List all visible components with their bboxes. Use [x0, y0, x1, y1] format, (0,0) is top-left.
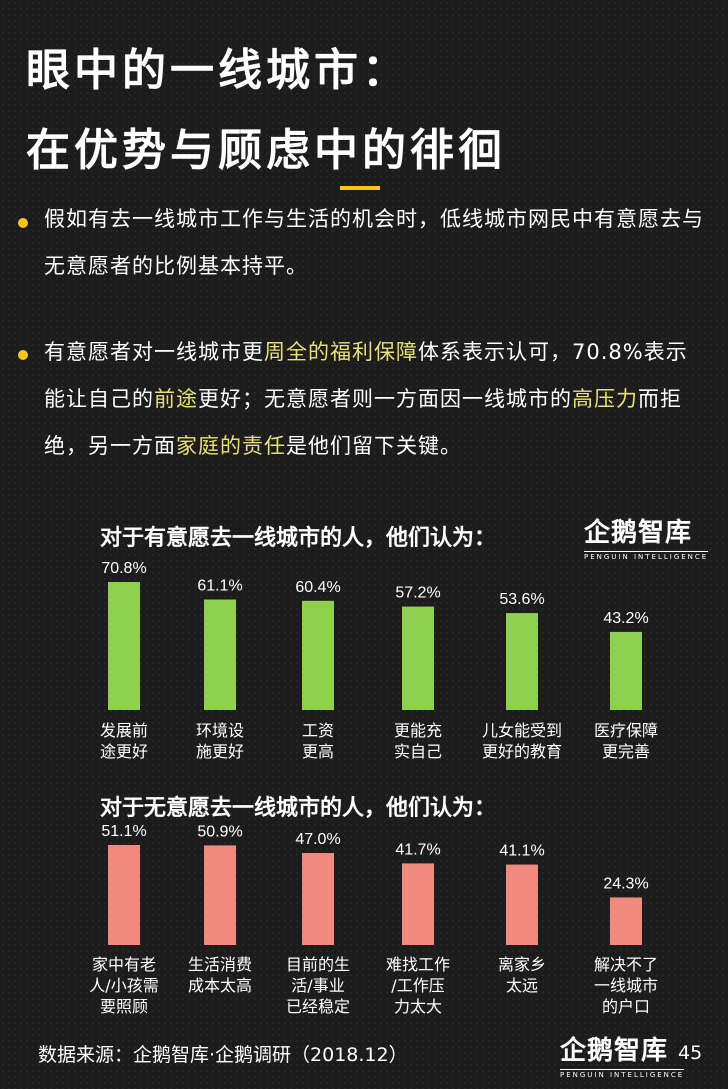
bar-value-label: 60.4%	[295, 579, 340, 596]
highlight-text: 家庭的责任	[176, 434, 286, 458]
bar	[204, 845, 236, 945]
bullet-dot	[18, 218, 28, 228]
highlight-text: 高压力	[572, 387, 638, 411]
bar	[108, 845, 140, 945]
text-segment: 更好；无意愿者则一方面因一线城市的	[198, 387, 572, 411]
page-title: 眼中的一线城市：	[26, 45, 410, 96]
bullet-dot	[18, 350, 28, 360]
category-label: 儿女能受到更好的教育	[482, 721, 562, 761]
bar	[506, 864, 538, 945]
logo: 企鹅智库 PENGUIN INTELLIGENCE	[584, 512, 709, 561]
highlight-text: 前途	[154, 387, 198, 411]
chart-title-willing: 对于有意愿去一线城市的人，他们认为：	[100, 526, 497, 551]
category-label: 家中有老人/小孩需要照顾	[89, 955, 158, 1016]
bar-value-label: 43.2%	[603, 610, 648, 627]
bar-value-label: 41.1%	[499, 843, 544, 860]
logo-sub: PENGUIN INTELLIGENCE	[584, 551, 709, 561]
text-segment: 有意愿者对一线城市更	[44, 340, 264, 364]
text-segment: 假如有去一线城市工作与生活的机会时，低线城市网民中有意愿去与无意愿者的比例基本持…	[44, 207, 704, 278]
bullet-text-2: 有意愿者对一线城市更周全的福利保障体系表示认可，70.8%表示能让自己的前途更好…	[44, 329, 704, 470]
bar	[302, 600, 334, 710]
category-label: 目前的生活/事业已经稳定	[286, 955, 350, 1016]
page-number: 45	[678, 1042, 703, 1064]
text-segment: 而拒绝，另一方面	[44, 387, 682, 458]
bar	[610, 631, 642, 710]
bar	[402, 863, 434, 945]
category-label: 难找工作/工作压力太大	[386, 955, 450, 1016]
bar	[204, 599, 236, 710]
data-source: 数据来源：企鹅智库·企鹅调研（2018.12）	[38, 1044, 408, 1066]
bar-value-label: 53.6%	[499, 591, 544, 608]
bar	[108, 582, 140, 710]
bar-value-label: 24.3%	[603, 875, 648, 892]
text-segment: 是他们留下关键。	[286, 434, 462, 458]
title-underline	[340, 186, 380, 190]
bar	[610, 897, 642, 945]
bar	[402, 606, 434, 710]
category-label: 环境设施更好	[196, 721, 244, 761]
footer-logo-name: 企鹅智库	[560, 1036, 669, 1066]
category-label: 工资更高	[302, 721, 334, 761]
bar-value-label: 47.0%	[295, 831, 340, 848]
bar-value-label: 50.9%	[197, 823, 242, 840]
category-label: 更能充实自己	[394, 721, 442, 761]
chart-title-unwilling: 对于无意愿去一线城市的人，他们认为：	[100, 796, 497, 821]
footer-logo: 企鹅智库 PENGUIN INTELLIGENCE	[560, 1030, 685, 1079]
category-label: 离家乡太远	[498, 955, 546, 995]
bar-value-label: 51.1%	[101, 823, 146, 840]
bullet-text-1: 假如有去一线城市工作与生活的机会时，低线城市网民中有意愿去与无意愿者的比例基本持…	[44, 196, 704, 290]
highlight-text: 周全的福利保障	[264, 340, 418, 364]
bar	[506, 613, 538, 710]
bar	[302, 853, 334, 945]
page-subtitle: 在优势与顾虑中的徘徊	[26, 125, 506, 176]
logo-name: 企鹅智库	[584, 518, 693, 548]
category-label: 发展前途更好	[100, 721, 148, 761]
footer-logo-sub: PENGUIN INTELLIGENCE	[560, 1069, 685, 1079]
bar-value-label: 70.8%	[101, 560, 146, 577]
bar-value-label: 57.2%	[395, 585, 440, 602]
category-label: 医疗保障更完善	[594, 721, 658, 761]
bar-value-label: 61.1%	[197, 578, 242, 595]
category-label: 解决不了一线城市的户口	[594, 955, 658, 1016]
category-label: 生活消费成本太高	[188, 955, 252, 995]
bar-value-label: 41.7%	[395, 841, 440, 858]
text-segment: 体系表示认可，70.8%表示能让自己的	[44, 340, 688, 411]
